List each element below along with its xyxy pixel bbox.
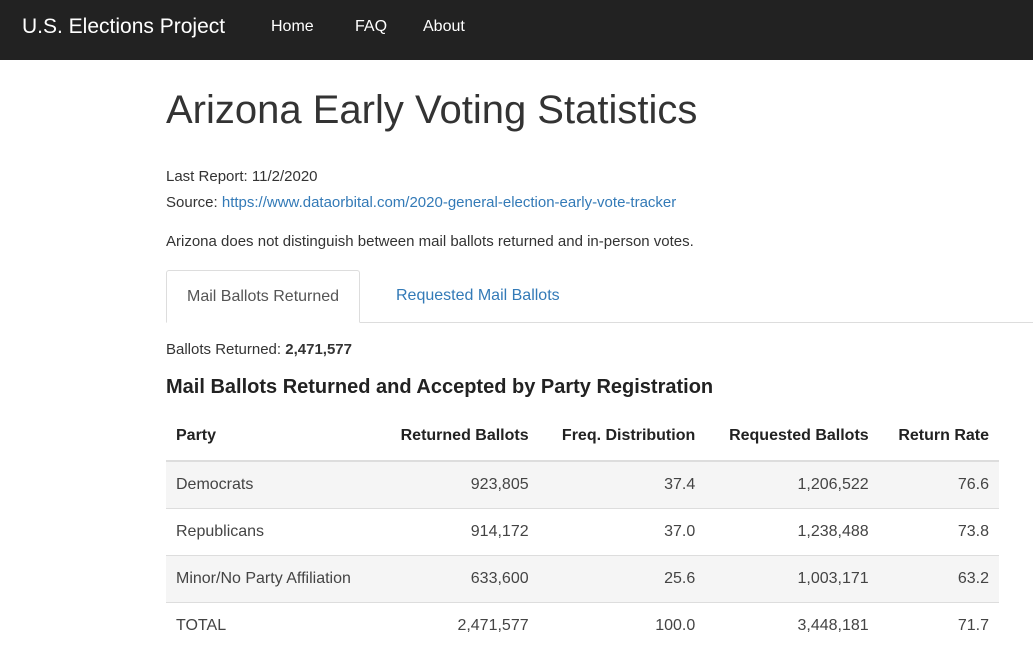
column-header: Requested Ballots	[705, 412, 879, 462]
source-link[interactable]: https://www.dataorbital.com/2020-general…	[221, 194, 677, 211]
table-cell: 25.6	[538, 555, 706, 603]
column-header: Party	[166, 412, 378, 462]
column-header: Freq. Distribution	[538, 412, 706, 462]
tabs: Mail Ballots Returned Requested Mail Bal…	[166, 270, 1033, 323]
table-cell: 71.7	[878, 602, 999, 649]
table-cell: 37.4	[538, 460, 706, 509]
table-cell: Minor/No Party Affiliation	[166, 555, 378, 603]
column-header: Return Rate	[878, 412, 999, 462]
header-row: Party Returned Ballots Freq. Distribution R…	[166, 412, 999, 462]
table-cell: 914,172	[377, 508, 539, 556]
table-cell: 1,003,171	[705, 555, 879, 603]
value: 2,471,577	[285, 341, 352, 358]
table-cell: 1,206,522	[705, 460, 879, 509]
table-row: TOTAL 2,471,577 100.0 3,448,181 71.7	[166, 602, 999, 649]
table-title: Mail Ballots Returned and Accepted by Pa…	[166, 376, 714, 398]
summary: Ballots Returned: 2,471,577	[166, 341, 352, 358]
tab[interactable]: Requested Mail Ballots	[396, 287, 560, 304]
nav-link[interactable]: About	[423, 18, 465, 35]
nav-link[interactable]: Home	[271, 18, 314, 35]
table-cell: 76.6	[878, 460, 999, 509]
note: Arizona does not distinguish between mai…	[166, 233, 694, 250]
table-body: Democrats 923,805 37.4 1,206,522 76.6 Republi…	[166, 460, 999, 649]
column-header: Returned Ballots	[377, 412, 539, 462]
table-row: Democrats 923,805 37.4 1,206,522 76.6	[166, 460, 999, 509]
label: Ballots Returned:	[166, 341, 282, 358]
table-cell: 63.2	[878, 555, 999, 603]
navbar: U.S. Elections Project Home FAQ About	[0, 0, 1033, 60]
table: Party Returned Ballots Freq. Distribution R…	[166, 412, 999, 649]
date: 11/2/2020	[251, 168, 318, 185]
tab[interactable]: Mail Ballots Returned	[166, 270, 361, 323]
table-cell: Republicans	[166, 508, 378, 556]
table-cell: 73.8	[878, 508, 999, 556]
label: Source:	[166, 194, 218, 211]
source: Source: https://www.dataorbital.com/2020…	[166, 194, 676, 211]
nav-link[interactable]: FAQ	[355, 18, 388, 35]
table-row: Republicans 914,172 37.0 1,238,488 73.8	[166, 508, 999, 556]
table-cell: 1,238,488	[705, 508, 879, 556]
table-cell: TOTAL	[166, 602, 378, 649]
page-title: Arizona Early Voting Statistics	[166, 88, 698, 132]
table-cell: 100.0	[538, 602, 706, 649]
table-head: Party Returned Ballots Freq. Distribution R…	[166, 412, 999, 462]
table-cell: 2,471,577	[377, 602, 539, 649]
table-row: Minor/No Party Affiliation 633,600 25.6 1,0…	[166, 555, 999, 603]
table-cell: 37.0	[538, 508, 706, 556]
table-cell: 633,600	[377, 555, 539, 603]
last-report: Last Report: 11/2/2020	[166, 168, 318, 185]
brand[interactable]: U.S. Elections Project	[22, 15, 226, 38]
table-cell: Democrats	[166, 460, 378, 509]
table-cell: 3,448,181	[705, 602, 879, 649]
label: Last Report:	[166, 168, 248, 185]
table-cell: 923,805	[377, 460, 539, 509]
